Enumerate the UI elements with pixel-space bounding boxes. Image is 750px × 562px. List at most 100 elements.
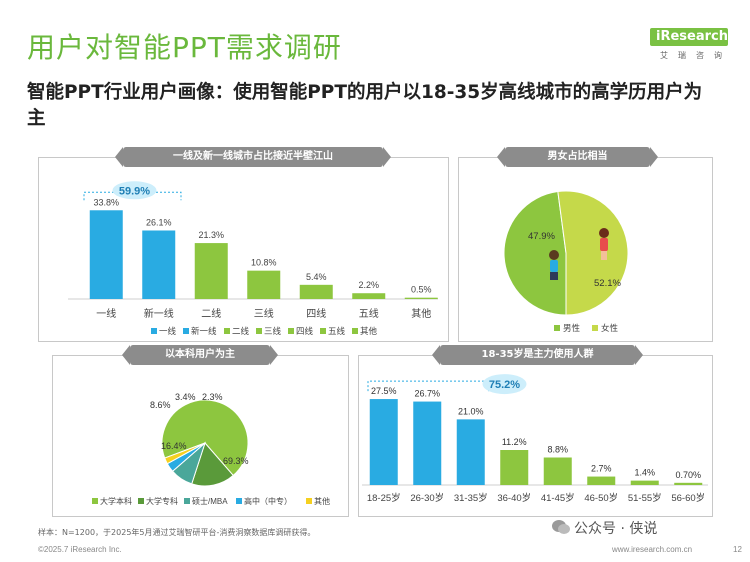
data-label-8: 0.70% [675, 470, 701, 480]
logo-sub: 艾瑞咨询 [660, 51, 732, 60]
category-label-6: 五线 [359, 307, 379, 320]
education-legend-label-1: 大学本科 [100, 496, 132, 506]
education-slice-2 [191, 442, 234, 487]
data-label-1: 27.5% [371, 386, 397, 396]
bar-8 [674, 482, 703, 485]
city-tier-bar-chart: 33.8% 一线 26.1% 新一线 21.3% 二线 10.8% 三线 5.4% 四线 2.2% 五… [68, 181, 438, 336]
age-panel-title: 18-35岁是主力使用人群 [432, 345, 643, 365]
annotation-bubble [482, 374, 527, 395]
education-value-label-1: 69.3% [223, 456, 249, 466]
legend-swatch-5 [288, 328, 294, 334]
bar-1 [89, 210, 123, 299]
bar-2 [142, 230, 176, 299]
bar-6 [352, 293, 386, 299]
logo-brand: iResearch [656, 29, 728, 44]
legend-label-female: 女性 [601, 323, 619, 333]
education-slice-1 [161, 399, 249, 477]
legend-swatch-4 [256, 328, 262, 334]
legend-swatch-3 [224, 328, 230, 334]
data-label-6: 2.7% [591, 464, 612, 474]
education-value-label-2: 16.4% [161, 441, 187, 451]
education-legend-swatch-1 [92, 498, 98, 504]
page-title: 用户对智能PPT需求调研 [27, 31, 342, 64]
site-url[interactable]: www.iresearch.com.cn [612, 545, 693, 554]
education-pie-chart: 69.3% 16.4% 8.6% 3.4% 2.3% 大学本科 大学专科 硕士/MBA 高中（中… [92, 392, 330, 506]
bar-3 [456, 419, 485, 485]
bar-5 [543, 457, 572, 485]
gender-pie-chart: 47.9% 52.1% 男性 女性 [503, 190, 629, 333]
legend-swatch-male [554, 325, 560, 331]
education-legend-swatch-3 [184, 498, 190, 504]
female-figure-head [599, 228, 609, 238]
female-figure-legs [601, 251, 607, 260]
female-value-label: 52.1% [594, 278, 621, 289]
copyright: ©2025.7 iResearch Inc. [38, 545, 122, 554]
legend-label-3: 二线 [232, 326, 250, 336]
gender-slice-1 [503, 190, 567, 316]
annotation-bubble [112, 181, 157, 200]
male-value-label: 47.9% [528, 231, 555, 242]
education-panel-title: 以本科用户为主 [122, 345, 278, 365]
legend-label-2: 新一线 [191, 326, 217, 336]
category-label-8: 56-60岁 [671, 492, 705, 504]
bar-6 [587, 476, 616, 485]
city-panel-title: 一线及新一线城市占比接近半壁江山 [115, 147, 391, 167]
education-value-label-4: 3.4% [175, 392, 196, 402]
data-label-1: 33.8% [93, 197, 119, 207]
group-bracket [367, 380, 489, 392]
female-figure-body [600, 238, 608, 251]
education-slice-5 [164, 442, 206, 465]
page-subtitle: 智能PPT行业用户画像：使用智能PPT的用户以18-35岁高线城市的高学历用户为… [27, 82, 703, 129]
category-label-5: 四线 [306, 307, 326, 320]
male-figure-legs [550, 272, 558, 280]
data-label-5: 8.8% [547, 445, 568, 455]
category-label-2: 26-30岁 [410, 492, 444, 504]
category-label-4: 36-40岁 [497, 492, 531, 504]
age-bar-chart: 27.5% 18-25岁 26.7% 26-30岁 21.0% 31-35岁 11.2% 36… [362, 374, 708, 504]
gender-panel-title: 男女占比相当 [497, 147, 658, 167]
category-label-5: 41-45岁 [541, 492, 575, 504]
legend-label-5: 四线 [296, 326, 314, 336]
legend-swatch-female [592, 325, 598, 331]
data-label-5: 5.4% [306, 272, 327, 282]
legend-label-1: 一线 [159, 326, 177, 336]
bar-1 [369, 399, 398, 485]
data-label-2: 26.7% [414, 389, 440, 399]
data-label-3: 21.0% [458, 406, 484, 416]
education-legend-swatch-2 [138, 498, 144, 504]
bar-2 [413, 401, 442, 485]
iresearch-logo: iResearch 艾瑞咨询 [650, 26, 728, 60]
legend-swatch-2 [183, 328, 189, 334]
wechat-icon [552, 520, 570, 534]
category-label-3: 31-35岁 [454, 492, 488, 504]
male-figure-head [549, 250, 559, 260]
category-label-1: 一线 [96, 307, 116, 320]
data-label-2: 26.1% [146, 217, 172, 227]
data-label-7: 0.5% [411, 285, 432, 295]
legend-label-7: 其他 [360, 326, 378, 336]
page-number: 12 [733, 545, 742, 554]
legend-label-4: 三线 [264, 326, 282, 336]
category-label-2: 新一线 [144, 307, 174, 320]
gender-slice-2 [557, 190, 629, 316]
legend-swatch-6 [320, 328, 326, 334]
bar-7 [630, 480, 659, 485]
legend-swatch-1 [151, 328, 157, 334]
data-label-7: 1.4% [634, 468, 655, 478]
education-legend-label-5: 其他 [314, 496, 330, 506]
legend-swatch-7 [352, 328, 358, 334]
annotation-value: 59.9% [119, 185, 150, 197]
bar-4 [247, 270, 281, 299]
category-label-1: 18-25岁 [367, 492, 401, 504]
data-label-4: 10.8% [251, 258, 277, 268]
bar-3 [194, 243, 228, 299]
education-legend-label-2: 大学专科 [146, 496, 178, 506]
bar-4 [500, 450, 529, 485]
category-label-3: 二线 [201, 307, 221, 320]
education-value-label-3: 8.6% [150, 400, 171, 410]
education-legend-swatch-4 [236, 498, 242, 504]
sample-note: 样本：N=1200，于2025年5月通过艾瑞智研平台-消费洞察数据库调研获得。 [38, 528, 316, 537]
data-label-3: 21.3% [198, 230, 224, 240]
category-label-7: 其他 [411, 307, 431, 320]
bar-5 [299, 284, 333, 299]
